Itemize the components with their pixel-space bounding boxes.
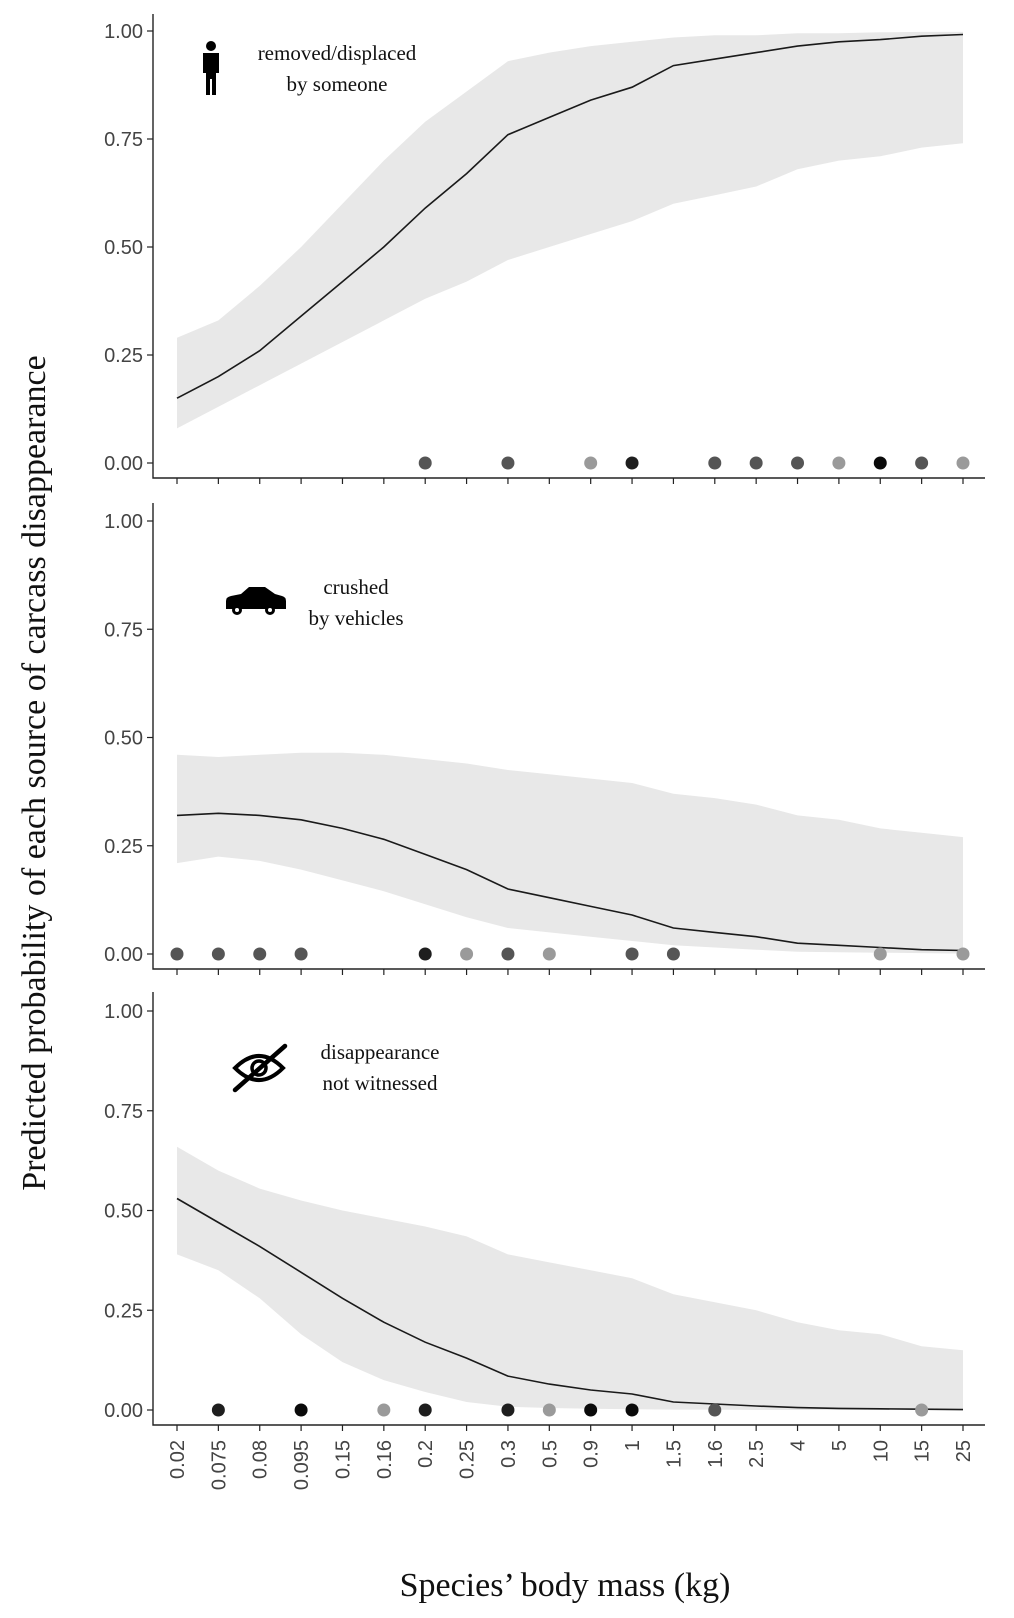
y-tick-label: 1.00 [104, 1001, 143, 1023]
x-tick-label: 4 [788, 1440, 810, 1451]
observation-point [915, 1403, 929, 1417]
annotation-label: by vehicles [308, 606, 403, 630]
confidence-band [177, 31, 963, 429]
panel-bottom: 0.00 0.25 0.50 0.75 1.00 disappearance not wit… [104, 992, 985, 1431]
observation-point [915, 456, 929, 470]
x-tick-label: 0.25 [457, 1440, 479, 1479]
y-tick-label: 0.00 [104, 453, 143, 475]
observation-point [873, 947, 887, 961]
y-tick-label: 0.50 [104, 237, 143, 259]
observation-point [873, 456, 887, 470]
y-tick-label: 0.00 [104, 944, 143, 966]
axis-lines [152, 503, 985, 970]
observation-point [832, 456, 846, 470]
person-icon [203, 41, 219, 95]
observation-point [542, 947, 556, 961]
observation-point [253, 947, 267, 961]
x-axis-title: Species’ body mass (kg) [400, 1567, 731, 1604]
observation-point [708, 456, 722, 470]
observation-point [584, 1403, 598, 1417]
x-tick-label: 0.095 [291, 1440, 313, 1490]
y-tick-label: 0.50 [104, 1201, 143, 1223]
x-tick-label: 0.3 [498, 1440, 520, 1468]
y-tick-label: 0.75 [104, 1101, 143, 1123]
observation-point [708, 1403, 722, 1417]
observation-point [418, 947, 432, 961]
panel-middle: 0.00 0.25 0.50 0.75 1.00 crushed by vehicles [104, 503, 985, 975]
x-tick-label: 0.075 [208, 1440, 230, 1490]
observation-point [501, 456, 515, 470]
eye-slash-icon [232, 1043, 288, 1093]
x-tick-label: 0.15 [333, 1440, 355, 1479]
x-tick-label: 2.5 [746, 1440, 768, 1468]
observation-point [625, 947, 639, 961]
observation-point [666, 947, 680, 961]
observation-point [377, 1403, 391, 1417]
observation-point [211, 947, 225, 961]
x-tick-label: 5 [829, 1440, 851, 1451]
observation-point [625, 1403, 639, 1417]
y-axis-title: Predicted probability of each source of … [16, 355, 53, 1190]
prediction-line [176, 1197, 964, 1411]
observation-point [956, 947, 970, 961]
chart-panels: 0.00 0.25 0.50 0.75 1.00 removed/displaced by … [104, 14, 985, 1431]
x-tick-label: 0.08 [250, 1440, 272, 1479]
y-tick-label: 0.50 [104, 728, 143, 750]
observation-point [791, 456, 805, 470]
x-tick-label: 0.5 [539, 1440, 561, 1468]
observation-point [542, 1403, 556, 1417]
y-tick-label: 0.75 [104, 619, 143, 641]
observation-point [501, 1403, 515, 1417]
annotation-label: removed/displaced [258, 41, 417, 65]
x-tick-label: 0.02 [167, 1440, 189, 1479]
observation-point [625, 456, 639, 470]
y-tick-label: 1.00 [104, 21, 143, 43]
observation-point [956, 456, 970, 470]
observation-point [294, 947, 308, 961]
axis-lines [152, 14, 985, 479]
observation-point [211, 1403, 225, 1417]
x-tick-label: 0.16 [374, 1440, 396, 1479]
observation-point [749, 456, 763, 470]
y-tick-label: 0.25 [104, 1300, 143, 1322]
y-tick-label: 0.25 [104, 836, 143, 858]
x-tick-label: 0.2 [415, 1440, 437, 1468]
x-tick-label: 1 [622, 1440, 644, 1451]
observation-point [418, 456, 432, 470]
confidence-band [177, 752, 963, 954]
panel-top: 0.00 0.25 0.50 0.75 1.00 removed/displaced by … [104, 14, 985, 484]
car-icon [226, 587, 286, 615]
x-tick-label: 1.6 [705, 1440, 727, 1468]
y-tick-label: 1.00 [104, 511, 143, 533]
observation-point [294, 1403, 308, 1417]
x-tick-label: 10 [870, 1440, 892, 1462]
x-axis: 0.02 0.075 0.08 0.095 0.15 0.16 0.2 0.25 0.3 0.5 0… [167, 1440, 975, 1490]
prediction-line [176, 33, 964, 399]
observation-point [170, 947, 184, 961]
confidence-band [177, 1146, 963, 1410]
annotation-label: by someone [287, 72, 388, 96]
y-tick-label: 0.25 [104, 345, 143, 367]
observation-point [460, 947, 474, 961]
observation-point [501, 947, 515, 961]
y-tick-label: 0.75 [104, 129, 143, 151]
annotation-label: crushed [323, 575, 389, 599]
y-tick-label: 0.00 [104, 1400, 143, 1422]
annotation-label: not witnessed [323, 1071, 438, 1095]
observation-point [584, 456, 598, 470]
x-tick-label: 0.9 [581, 1440, 603, 1468]
annotation-label: disappearance [321, 1040, 440, 1064]
x-tick-label: 25 [953, 1440, 975, 1462]
prediction-line [176, 812, 964, 952]
x-tick-label: 15 [912, 1440, 934, 1462]
axis-lines [152, 992, 985, 1426]
x-tick-label: 1.5 [663, 1440, 685, 1468]
observation-point [418, 1403, 432, 1417]
